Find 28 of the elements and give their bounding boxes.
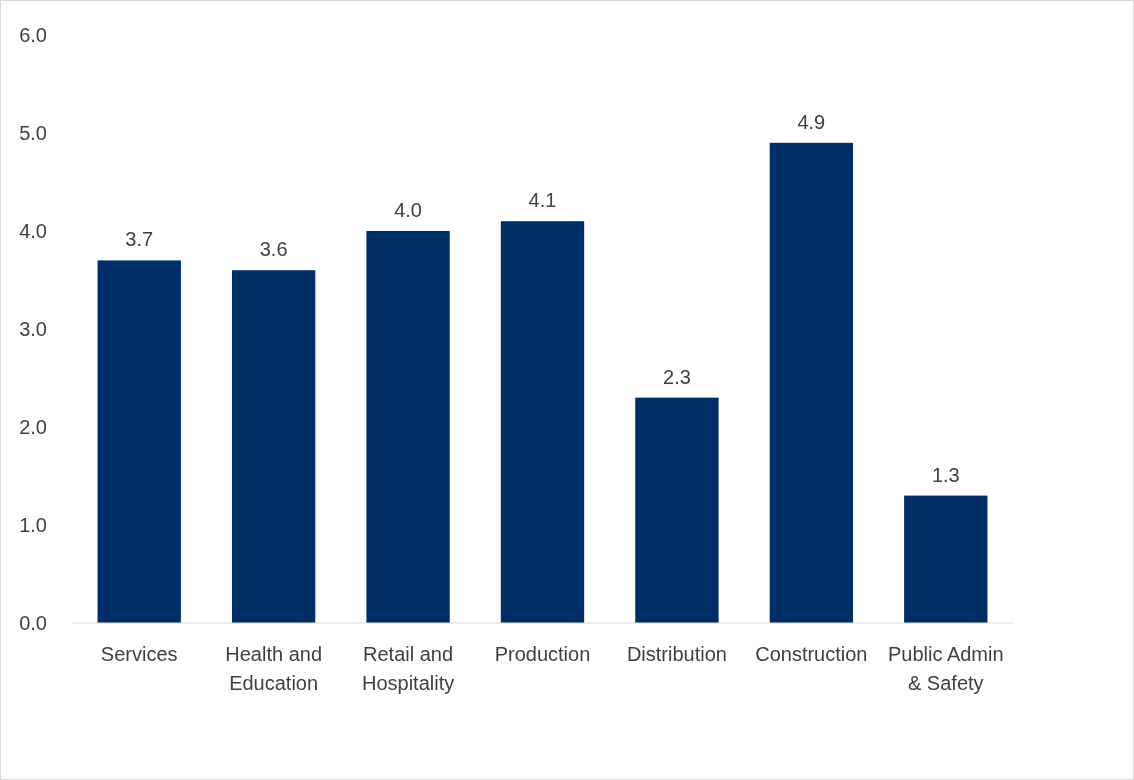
y-tick-label: 5.0: [19, 121, 47, 144]
bar: [231, 270, 316, 623]
data-label: 3.6: [259, 238, 288, 261]
y-tick-label: 3.0: [19, 317, 47, 340]
bar: [635, 397, 719, 623]
x-tick-label: Health and Education: [225, 643, 323, 694]
data-label: 1.3: [931, 463, 960, 486]
data-label: 2.3: [663, 365, 691, 388]
y-tick-label: 4.0: [19, 219, 47, 242]
y-tick-label: 6.0: [19, 23, 47, 46]
data-label: 4.0: [394, 199, 422, 221]
data-label: 4.9: [797, 110, 826, 133]
x-tick-label: Production: [494, 643, 591, 665]
bar: [904, 495, 988, 623]
data-label: 3.7: [125, 228, 154, 251]
x-tick-label: Distribution: [626, 643, 727, 665]
bar: [97, 260, 181, 623]
y-tick-label: 0.0: [19, 611, 47, 634]
bar: [366, 231, 450, 623]
x-tick-label: Construction: [755, 643, 868, 665]
y-tick-label: 2.0: [19, 415, 47, 438]
data-label: 4.1: [528, 189, 557, 212]
bar: [769, 142, 854, 623]
x-tick-label: Public Admin & Safety: [887, 643, 1004, 694]
x-tick-label: Services: [100, 643, 178, 665]
x-tick-label: Retail and Hospitality: [361, 643, 455, 694]
bar: [500, 221, 585, 623]
y-tick-label: 1.0: [19, 513, 47, 536]
